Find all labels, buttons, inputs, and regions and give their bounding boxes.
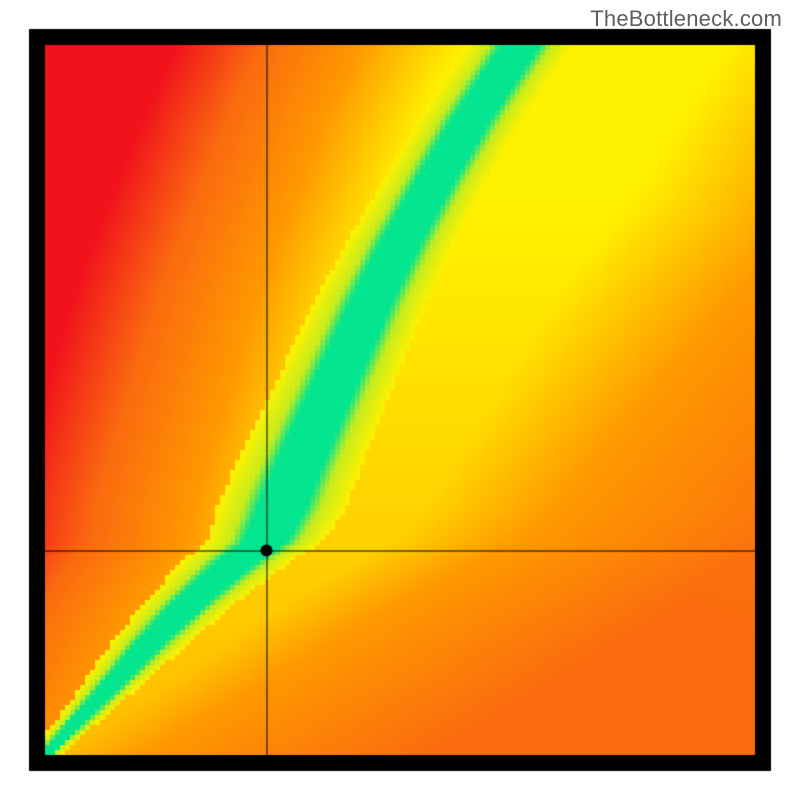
heatmap-canvas: [0, 0, 800, 800]
watermark-text: TheBottleneck.com: [590, 6, 782, 32]
chart-container: TheBottleneck.com: [0, 0, 800, 800]
